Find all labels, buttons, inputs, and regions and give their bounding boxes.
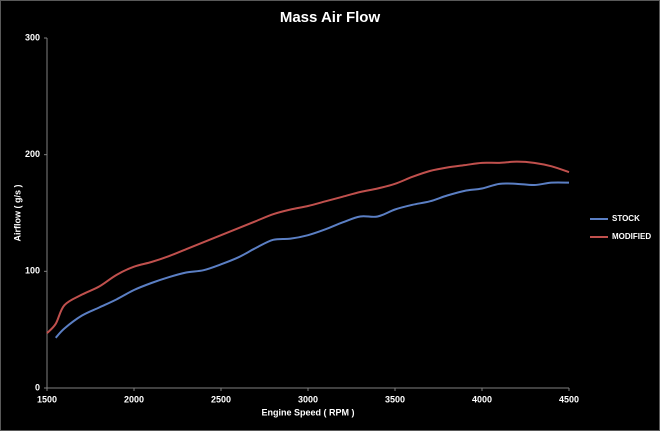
x-tick-label: 1500 <box>37 394 57 404</box>
y-tick-label: 100 <box>25 266 40 276</box>
data-line <box>46 160 570 334</box>
legend-label: MODIFIED <box>612 232 651 241</box>
x-tick-label: 3500 <box>385 394 405 404</box>
y-tick-label: 300 <box>25 32 40 42</box>
chart-title: Mass Air Flow <box>280 9 381 26</box>
legend-label: STOCK <box>612 214 640 223</box>
x-tick-label: 4000 <box>472 394 492 404</box>
x-tick-label: 2500 <box>211 394 231 404</box>
x-tick-label: 2000 <box>124 394 144 404</box>
y-tick-label: 0 <box>35 382 40 392</box>
x-tick-label: 3000 <box>298 394 318 404</box>
y-axis-label: Airflow ( g/s ) <box>12 185 22 242</box>
x-tick-label: 4500 <box>559 394 579 404</box>
y-tick-label: 200 <box>25 149 40 159</box>
data-line <box>54 181 570 339</box>
x-axis-label: Engine Speed ( RPM ) <box>261 407 354 417</box>
